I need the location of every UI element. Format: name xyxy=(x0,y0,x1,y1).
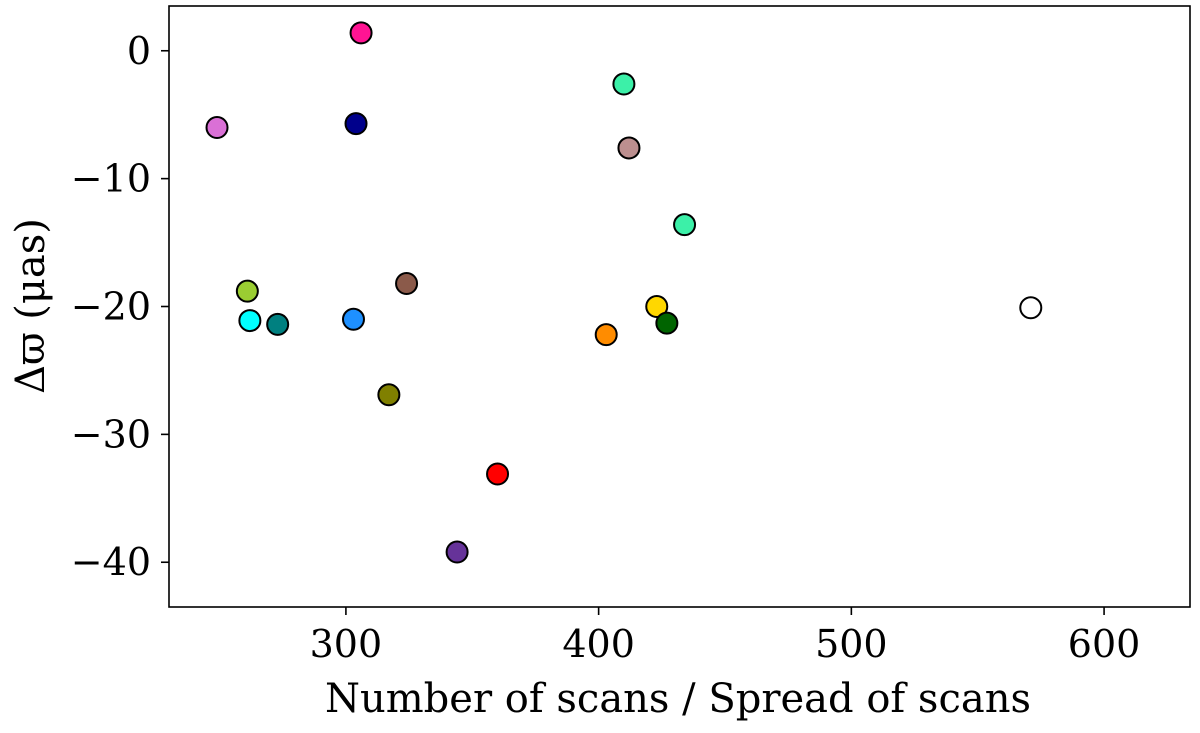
data-point xyxy=(655,311,679,335)
data-point xyxy=(266,312,290,336)
data-point xyxy=(377,383,401,407)
data-point xyxy=(235,279,259,303)
x-tick-label: 400 xyxy=(562,622,635,666)
x-tick-label: 500 xyxy=(815,622,888,666)
data-point xyxy=(1019,296,1043,320)
y-tick-label: −10 xyxy=(71,157,151,201)
y-tick-label: −30 xyxy=(71,412,151,456)
data-point xyxy=(645,295,669,318)
data-point xyxy=(594,323,618,347)
data-point xyxy=(486,462,510,486)
y-axis: 0 −10 −20 −30 −40 xyxy=(71,29,169,584)
data-point xyxy=(395,271,419,295)
y-tick-label: −40 xyxy=(71,540,151,584)
data-point xyxy=(205,115,229,139)
y-axis-label: Δϖ (μas) xyxy=(8,218,54,394)
data-point xyxy=(673,213,697,237)
data-point xyxy=(445,540,469,564)
data-point xyxy=(341,307,365,331)
data-points xyxy=(205,21,1043,564)
x-tick-label: 300 xyxy=(310,622,383,666)
y-tick-label: −20 xyxy=(71,285,151,329)
y-tick-label: 0 xyxy=(127,29,151,73)
x-axis: 300 400 500 600 xyxy=(310,607,1141,666)
data-point xyxy=(238,309,262,333)
data-point xyxy=(344,112,368,136)
x-axis-label: Number of scans / Spread of scans xyxy=(325,676,1031,722)
data-point xyxy=(612,72,636,96)
data-point xyxy=(349,21,373,45)
data-point xyxy=(617,136,641,160)
x-tick-label: 600 xyxy=(1068,622,1141,666)
